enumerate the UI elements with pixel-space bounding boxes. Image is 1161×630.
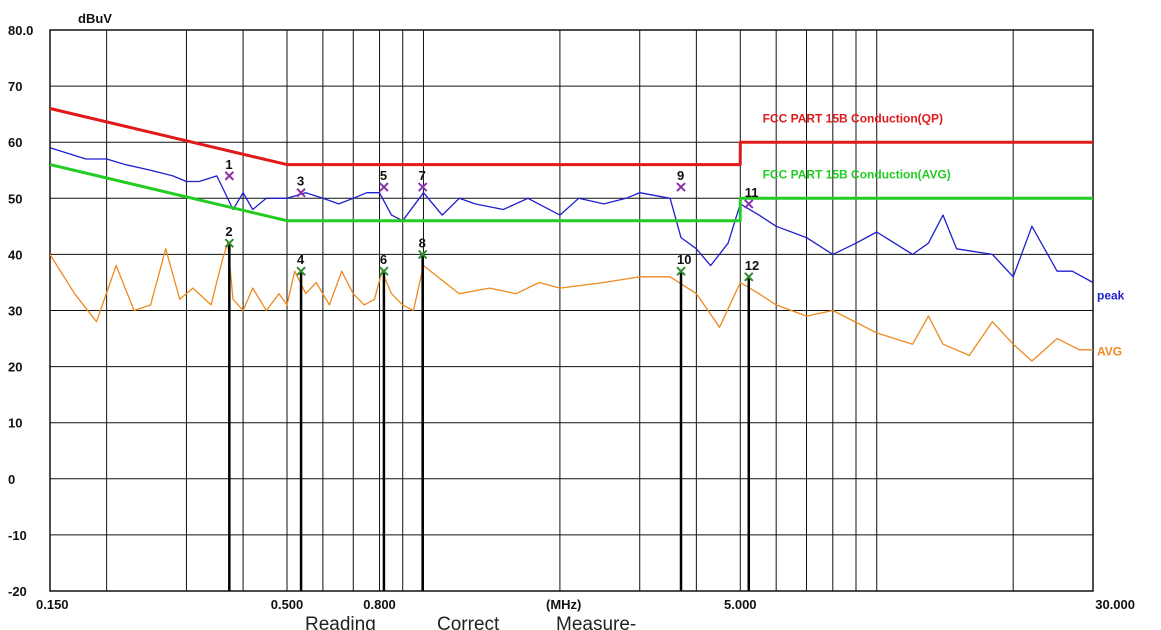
marker-cross bbox=[224, 238, 235, 248]
measure-header: Measure- bbox=[556, 614, 636, 630]
y-tick-label: 60 bbox=[8, 135, 22, 150]
marker-label: 10 bbox=[677, 252, 691, 267]
marker-label: 5 bbox=[380, 168, 387, 183]
x-unit-label: (MHz) bbox=[546, 597, 581, 612]
y-unit-label: dBuV bbox=[78, 11, 112, 26]
y-tick-label: -10 bbox=[8, 528, 27, 543]
x-tick-label: 0.150 bbox=[36, 597, 69, 612]
y-tick-label: 0 bbox=[8, 472, 15, 487]
marker-label: 4 bbox=[297, 252, 305, 267]
marker-cross bbox=[296, 266, 306, 276]
marker-cross bbox=[224, 171, 235, 181]
limit-line bbox=[49, 107, 1093, 167]
series-line bbox=[49, 242, 1093, 362]
marker-label: 11 bbox=[745, 185, 759, 200]
marker-cross bbox=[676, 266, 686, 276]
y-tick-label: 30 bbox=[8, 304, 22, 319]
y-tick-label: 80.0 bbox=[8, 23, 33, 38]
avg-limit-label: FCC PART 15B Conduction(AVG) bbox=[763, 168, 951, 182]
marker-label: 2 bbox=[225, 224, 232, 239]
peak-series-label: peak bbox=[1097, 288, 1125, 302]
series-layer bbox=[49, 107, 1094, 362]
legend-layer: FCC PART 15B Conduction(QP) FCC PART 15B … bbox=[763, 112, 1125, 359]
y-tick-label: 70 bbox=[8, 79, 22, 94]
marker-cross bbox=[417, 249, 428, 260]
marker-cross bbox=[744, 272, 754, 282]
marker-cross bbox=[676, 182, 686, 192]
marker-cross bbox=[379, 266, 389, 276]
marker-cross bbox=[379, 182, 389, 192]
marker-label: 9 bbox=[677, 168, 684, 183]
y-axis-ticks: 80.0 70 60 50 40 30 20 10 0 -10 -20 bbox=[8, 23, 33, 599]
x-axis-ticks: 0.150 0.500 0.800 5.000 30.000 bbox=[36, 597, 1135, 612]
marker-label: 3 bbox=[297, 174, 304, 189]
marker-cross bbox=[417, 182, 428, 192]
avg-series-label: AVG bbox=[1097, 344, 1122, 358]
qp-limit-label: FCC PART 15B Conduction(QP) bbox=[763, 112, 943, 126]
marker-label: 7 bbox=[419, 168, 426, 183]
correct-header: Correct bbox=[437, 614, 500, 630]
x-tick-label: 0.500 bbox=[271, 597, 304, 612]
y-tick-label: -20 bbox=[8, 584, 27, 599]
marker-label: 6 bbox=[380, 252, 387, 267]
y-tick-label: 50 bbox=[8, 191, 22, 206]
y-tick-label: 40 bbox=[8, 247, 22, 262]
marker-cross bbox=[296, 187, 306, 198]
x-tick-label: 0.800 bbox=[363, 597, 396, 612]
reading-header: Reading bbox=[305, 614, 376, 630]
x-tick-label: 30.000 bbox=[1095, 597, 1135, 612]
marker-cross bbox=[744, 199, 754, 209]
y-tick-label: 20 bbox=[8, 360, 22, 375]
x-tick-label: 5.000 bbox=[724, 597, 757, 612]
marker-label: 1 bbox=[225, 157, 232, 172]
y-tick-label: 10 bbox=[8, 416, 22, 431]
marker-label: 12 bbox=[745, 258, 759, 273]
marker-label: 8 bbox=[419, 235, 426, 250]
limit-line bbox=[49, 163, 1093, 223]
series-line bbox=[49, 147, 1094, 284]
